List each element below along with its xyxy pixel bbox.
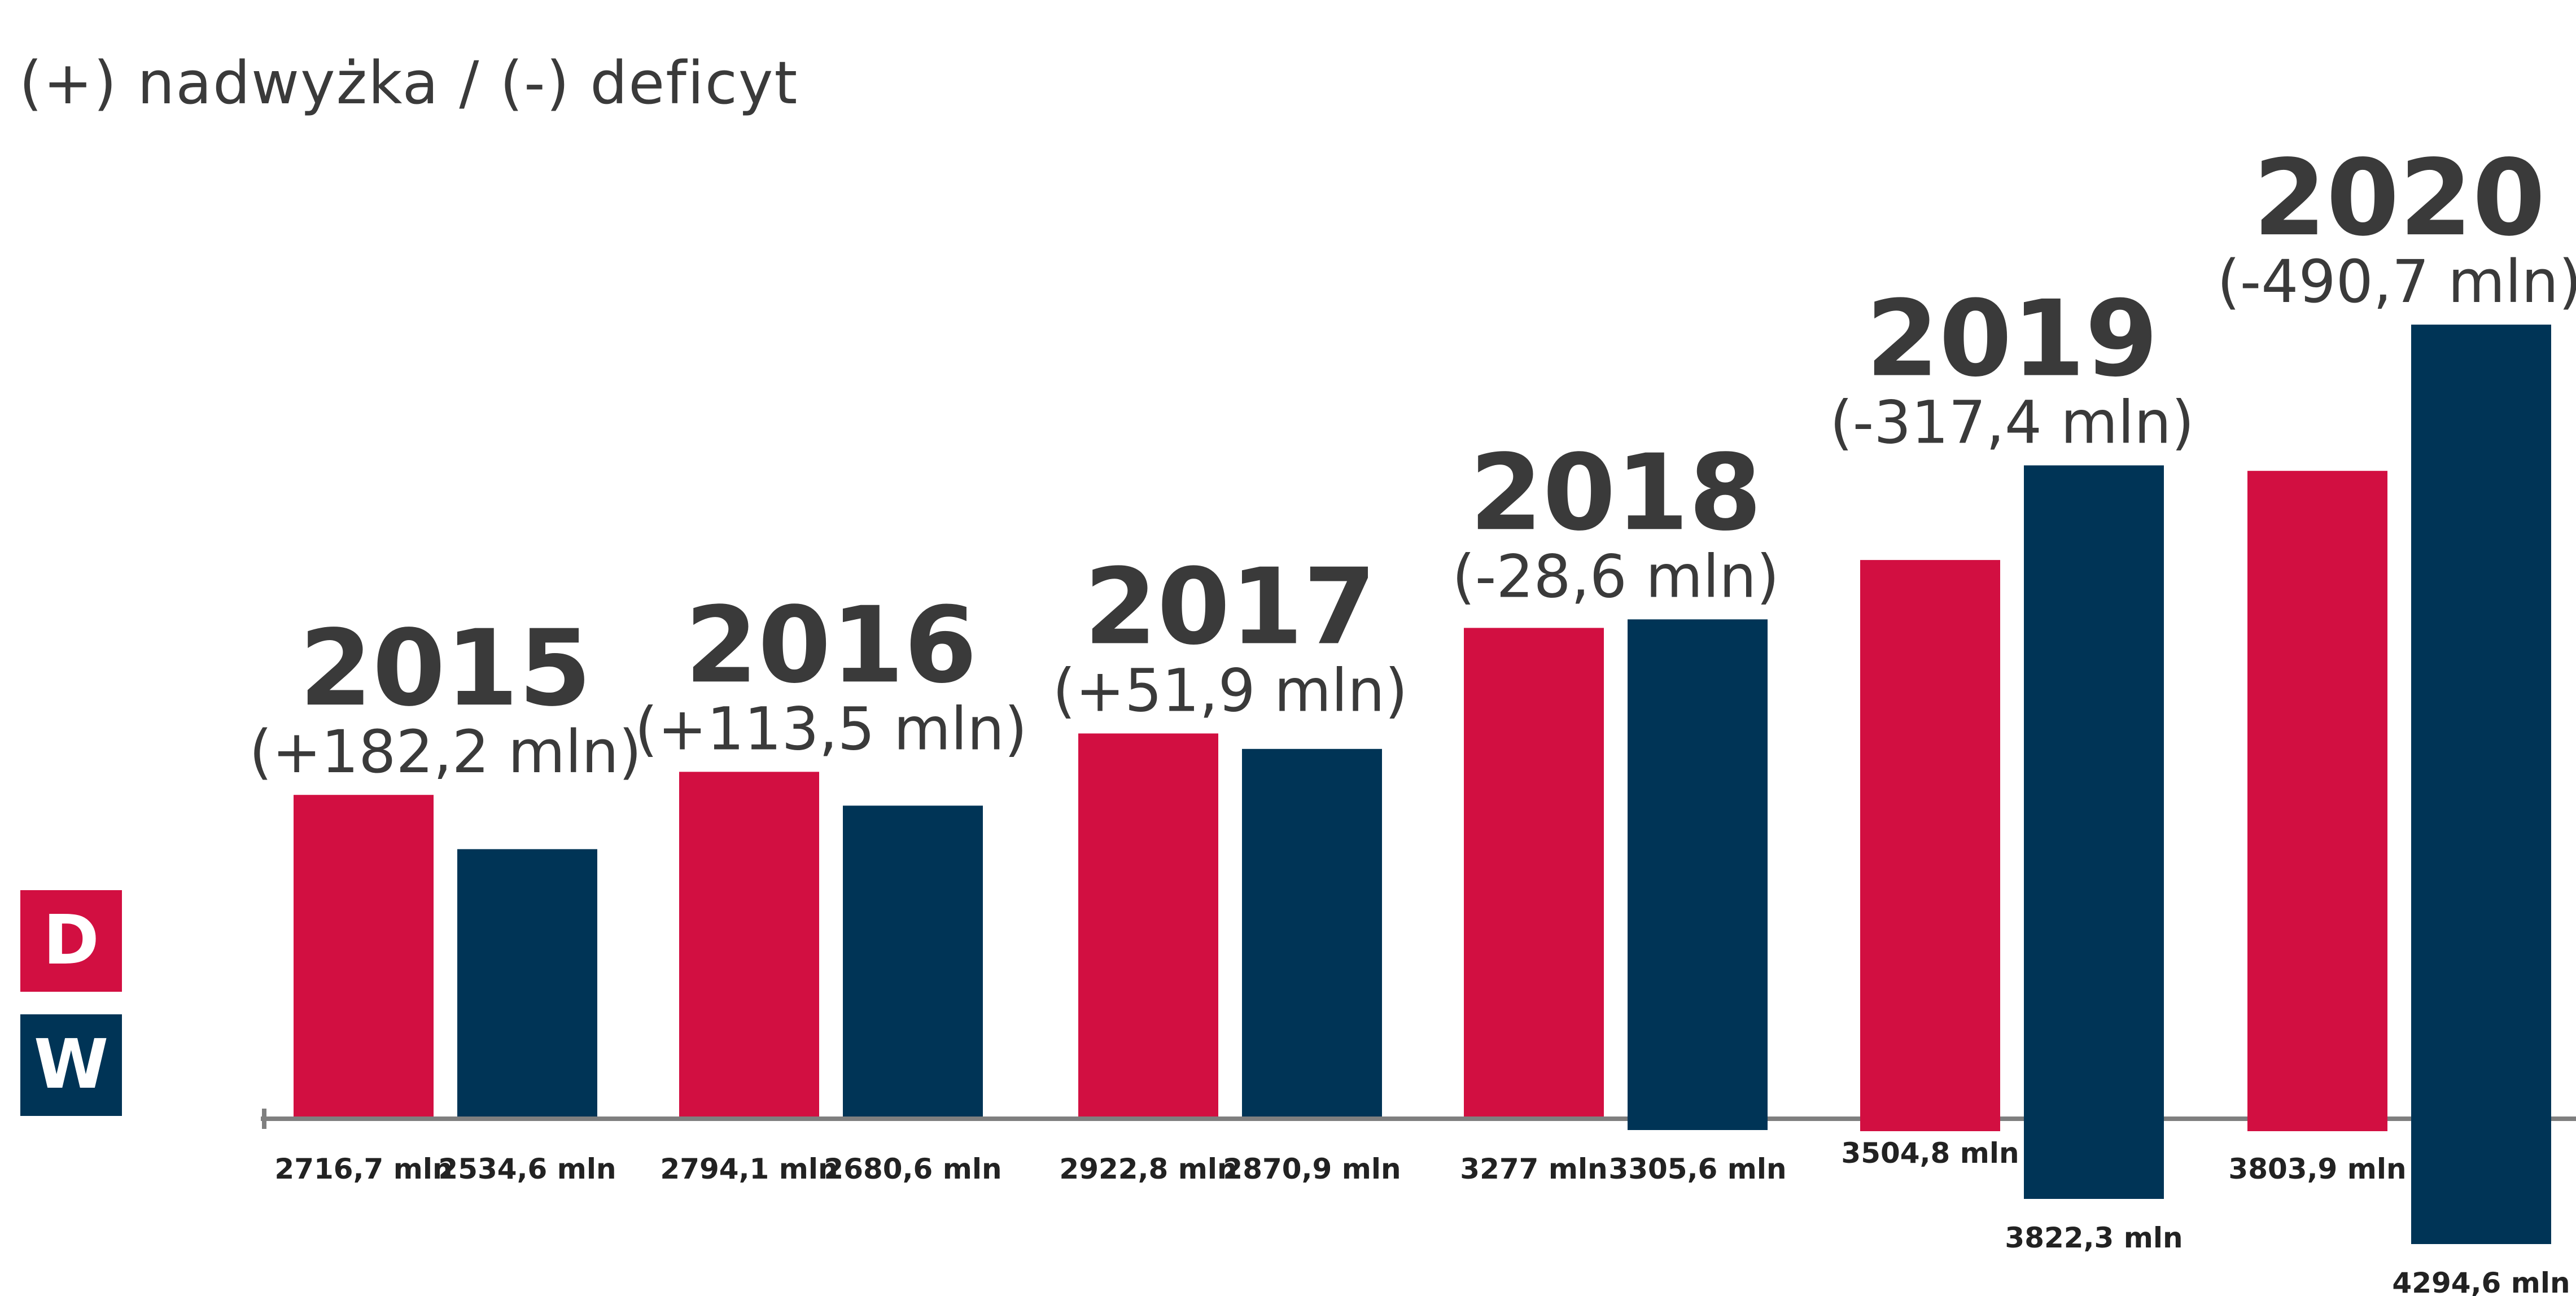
bar-d-2020	[2247, 471, 2387, 1131]
balance-label-2018: (-28,6 mln)	[1452, 542, 1779, 611]
bar-w-2018	[1628, 619, 1768, 1130]
year-label-2020: 2020	[2253, 137, 2546, 259]
legend-item-d: D	[20, 890, 122, 992]
bar-w-2015	[457, 849, 597, 1117]
value-label-d-2015: 2716,7 mln	[274, 1153, 452, 1185]
value-label-d-2018: 3277 mln	[1460, 1153, 1607, 1185]
year-label-2019: 2019	[1866, 277, 2158, 400]
value-label-w-2019: 3822,3 mln	[2005, 1221, 2183, 1254]
bar-d-2019	[1860, 560, 2000, 1131]
bar-d-2018	[1464, 628, 1604, 1117]
year-label-2015: 2015	[299, 607, 592, 729]
value-label-d-2020: 3803,9 mln	[2228, 1153, 2406, 1185]
value-label-w-2016: 2680,6 mln	[824, 1153, 1001, 1185]
chart-subtitle: (+) nadwyżka / (-) deficyt	[19, 49, 799, 117]
value-label-w-2018: 3305,6 mln	[1608, 1153, 1786, 1185]
value-label-d-2019: 3504,8 mln	[1841, 1137, 2019, 1170]
balance-label-2015: (+182,2 mln)	[249, 717, 641, 786]
bar-d-2015	[294, 795, 434, 1117]
balance-label-2019: (-317,4 mln)	[1830, 388, 2194, 457]
bar-w-2017	[1242, 748, 1382, 1117]
balance-label-2017: (+51,9 mln)	[1052, 656, 1407, 725]
year-label-2018: 2018	[1469, 431, 1762, 554]
year-label-2017: 2017	[1084, 545, 1376, 668]
bar-d-2016	[679, 772, 819, 1117]
bar-w-2019	[2024, 465, 2164, 1199]
legend-item-w: W	[20, 1014, 122, 1116]
bar-w-2016	[843, 805, 983, 1117]
balance-label-2020: (-490,7 mln)	[2217, 247, 2576, 316]
value-label-w-2017: 2870,9 mln	[1223, 1153, 1401, 1185]
value-label-d-2016: 2794,1 mln	[660, 1153, 838, 1185]
bar-w-2020	[2411, 325, 2551, 1244]
bar-d-2017	[1078, 733, 1218, 1117]
value-label-d-2017: 2922,8 mln	[1059, 1153, 1237, 1185]
year-label-2016: 2016	[685, 584, 977, 706]
value-label-w-2015: 2534,6 mln	[438, 1153, 616, 1185]
balance-label-2016: (+113,5 mln)	[635, 694, 1027, 763]
value-label-w-2020: 4294,6 mln	[2392, 1267, 2570, 1296]
